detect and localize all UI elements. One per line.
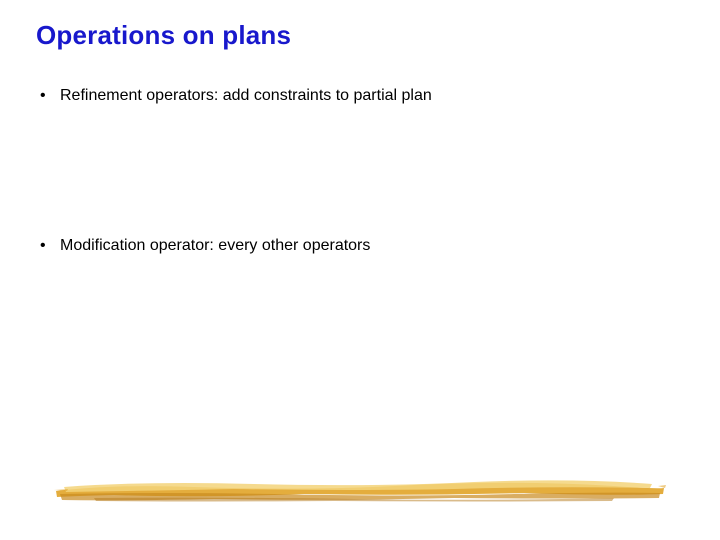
bullet-text: Modification operator: every other opera… [60,237,370,254]
bullet-list: Refinement operators: add constraints to… [36,85,684,256]
slide-title: Operations on plans [36,20,684,51]
list-item: Modification operator: every other opera… [36,235,684,257]
list-item: Refinement operators: add constraints to… [36,85,684,107]
slide-container: Operations on plans Refinement operators… [0,0,720,540]
bullet-text: Refinement operators: add constraints to… [60,87,432,104]
brush-stroke-icon [54,474,666,502]
